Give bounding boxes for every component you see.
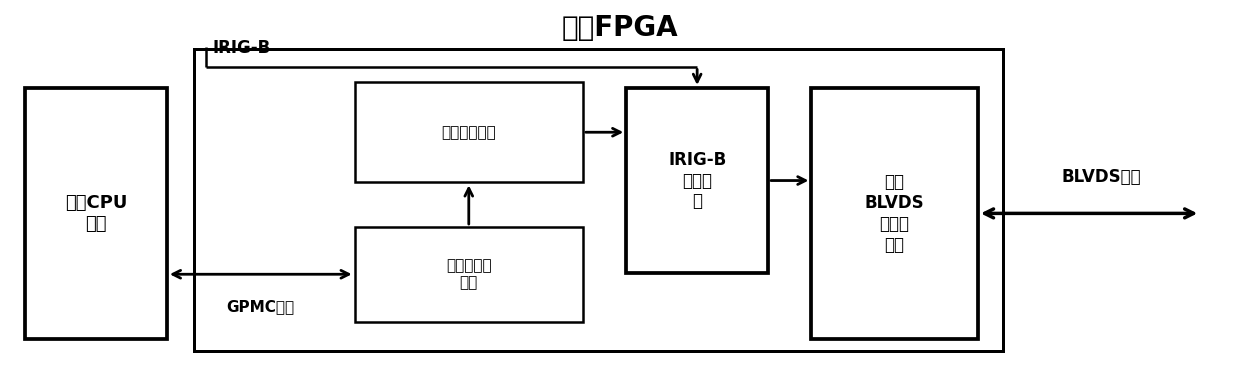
Text: GPMC接口: GPMC接口 (227, 299, 295, 314)
Text: 内部时钟模块: 内部时钟模块 (441, 125, 496, 140)
Text: 第一CPU
芯片: 第一CPU 芯片 (64, 194, 128, 233)
Bar (355, 227, 583, 321)
Text: 第一FPGA: 第一FPGA (562, 15, 678, 42)
Text: IRIG-B
编码模
块: IRIG-B 编码模 块 (668, 151, 727, 211)
Text: 时间设置寄
存器: 时间设置寄 存器 (446, 258, 491, 290)
Bar (25, 88, 167, 339)
Bar (195, 49, 1003, 350)
Bar (626, 88, 768, 273)
Text: IRIG-B: IRIG-B (212, 39, 270, 57)
Bar (355, 82, 583, 182)
Text: 第一
BLVDS
编解码
模块: 第一 BLVDS 编解码 模块 (864, 173, 925, 254)
Bar (811, 88, 978, 339)
Text: BLVDS总线: BLVDS总线 (1061, 168, 1141, 186)
